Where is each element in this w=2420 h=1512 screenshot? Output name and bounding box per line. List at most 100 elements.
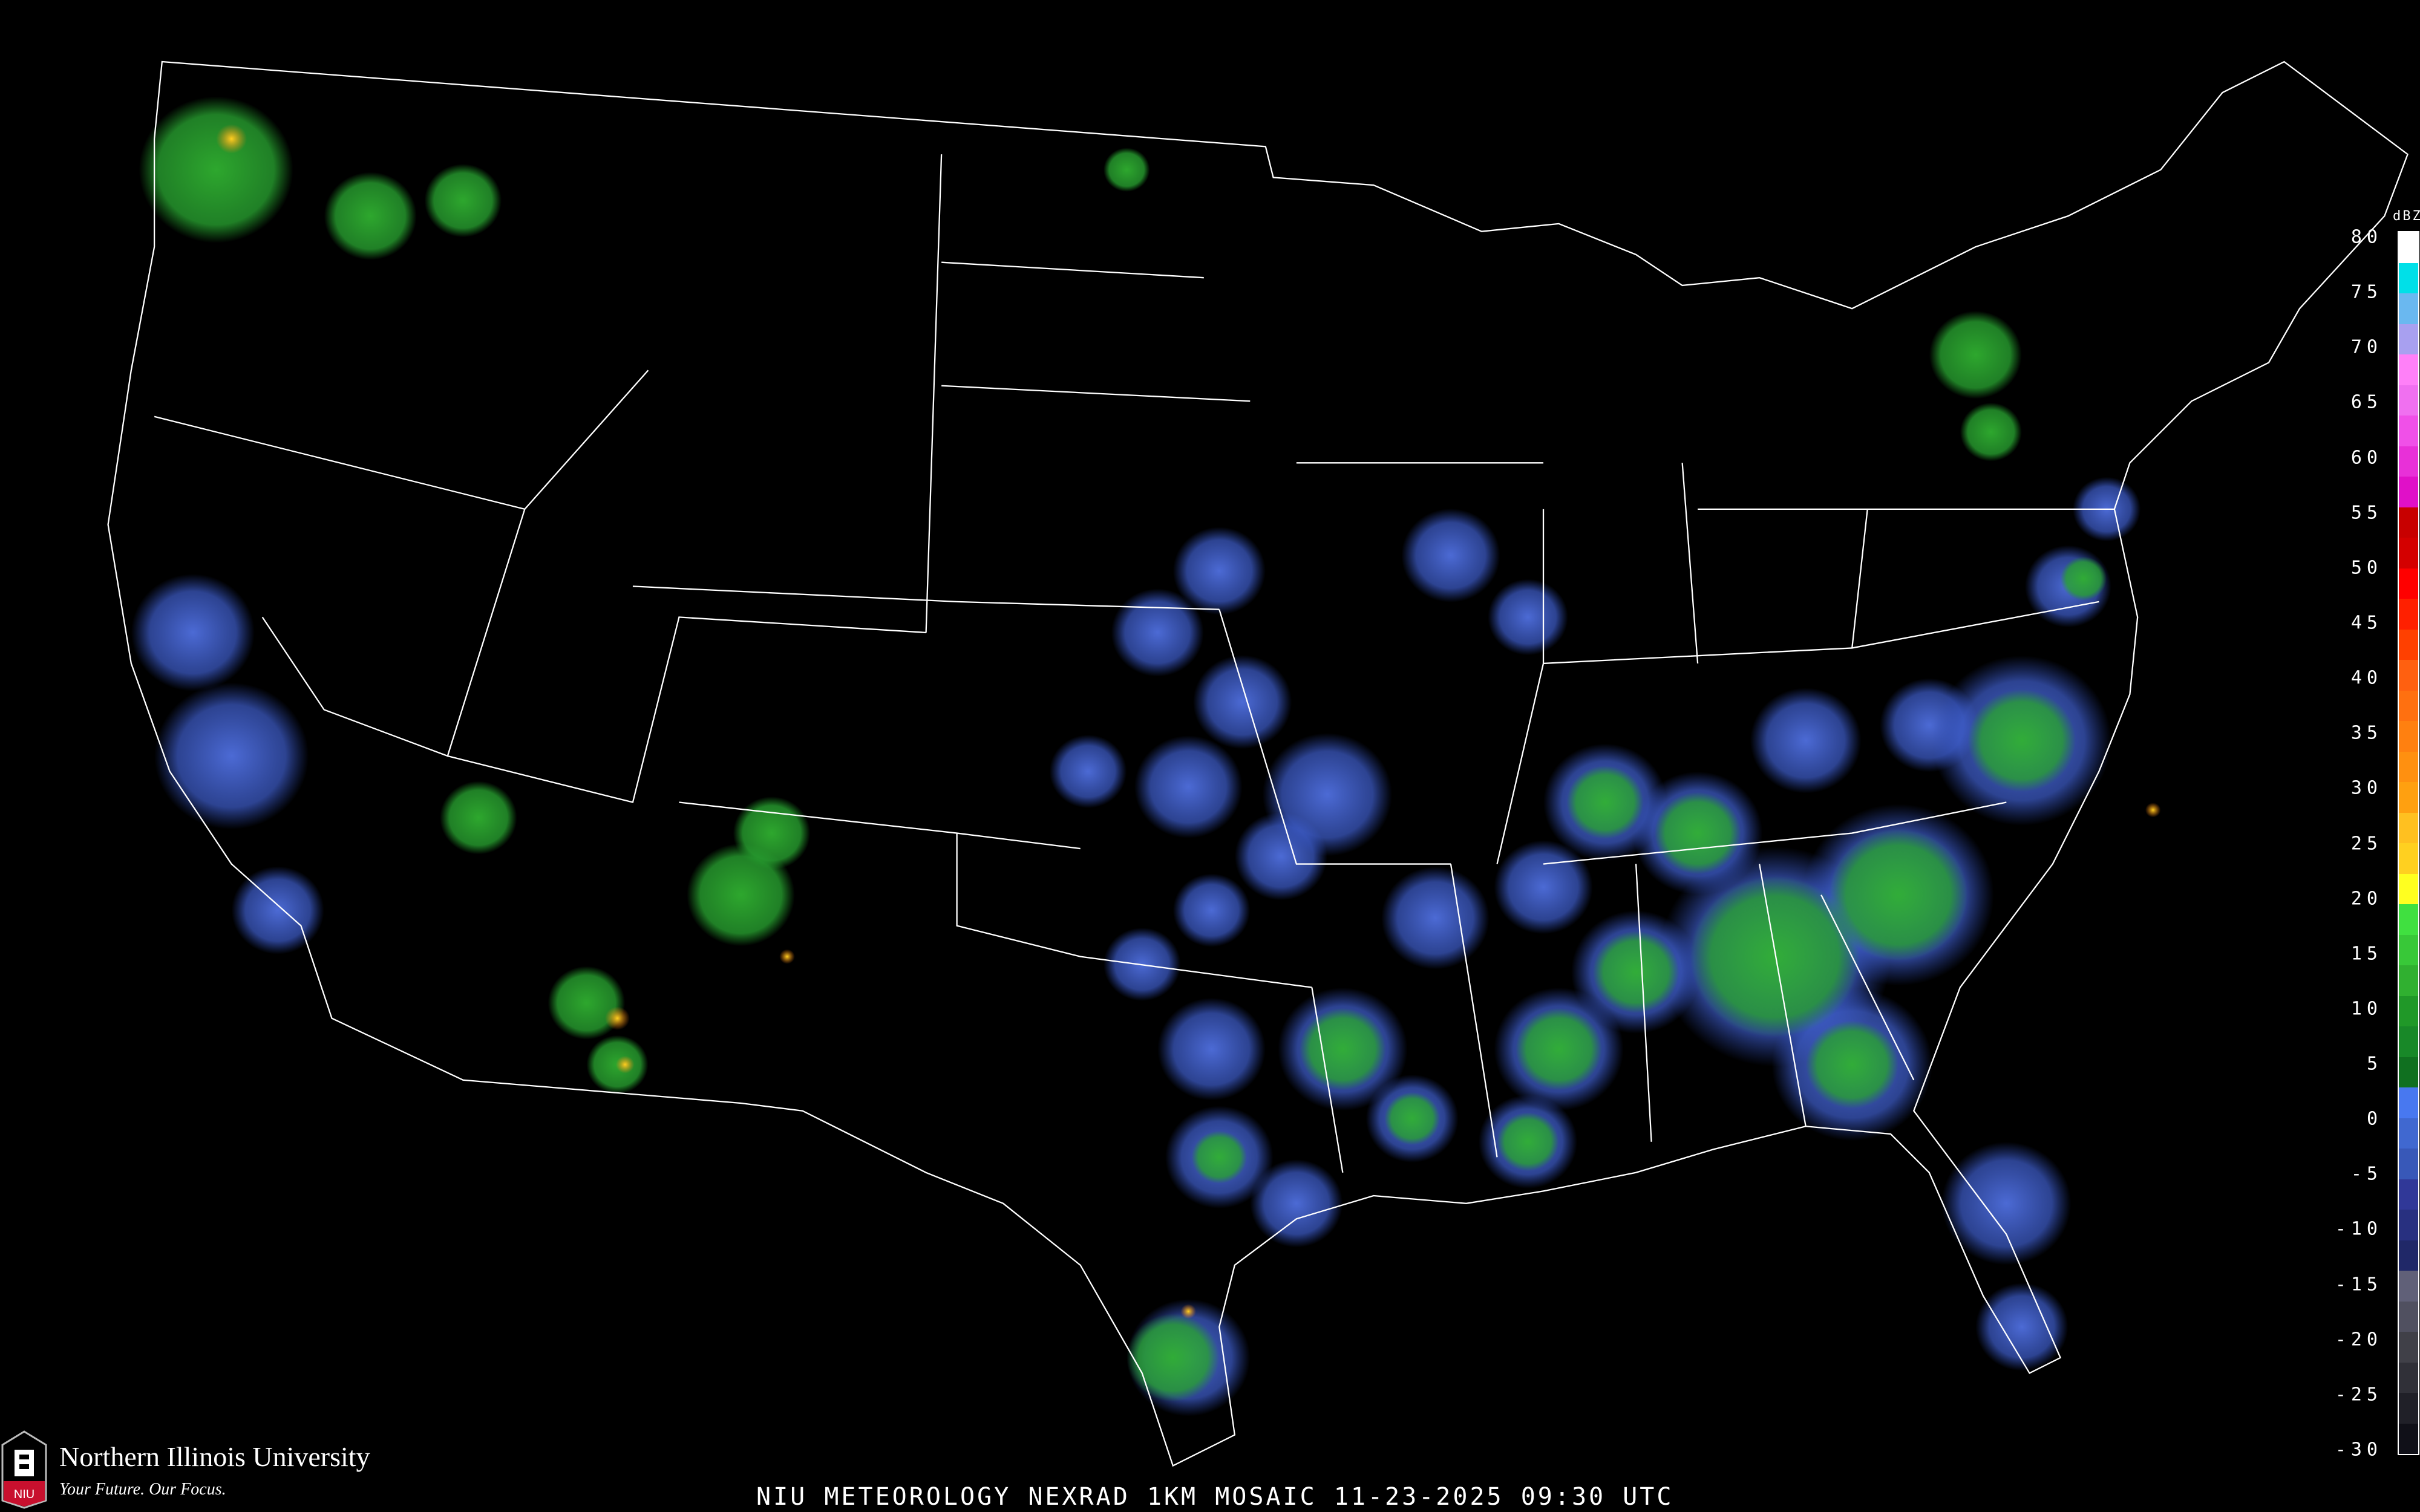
legend-swatch (2399, 965, 2418, 996)
legend-swatch (2399, 568, 2418, 599)
moderate-echo (1497, 1112, 1559, 1171)
heavy-echo (615, 1055, 635, 1074)
light-echo (131, 573, 255, 691)
light-echo (1111, 588, 1204, 677)
light-echo (1134, 735, 1243, 838)
legend-tick: -30 (2335, 1439, 2382, 1461)
moderate-echo (1592, 931, 1679, 1014)
legend-swatch (2399, 385, 2418, 415)
legend-swatch (2399, 1057, 2418, 1087)
state-lines (154, 154, 2114, 1173)
heavy-echo (2145, 803, 2161, 818)
heavy-echo (1180, 1304, 1197, 1319)
state-borders (107, 60, 2409, 1467)
light-echo (1401, 508, 1500, 602)
legend-tick: 75 (2350, 281, 2382, 303)
moderate-echo (324, 172, 417, 260)
legend-swatch (2399, 1271, 2418, 1302)
radar-echoes (131, 96, 2161, 1416)
legend-tick: -20 (2335, 1329, 2382, 1351)
moderate-echo (2060, 556, 2107, 601)
legend-tick: 5 (2366, 1053, 2382, 1075)
legend-swatch (2399, 262, 2418, 293)
legend-swatch (2399, 538, 2418, 569)
moderate-echo (1516, 1008, 1602, 1090)
legend-swatch (2399, 1210, 2418, 1240)
light-echo (1172, 527, 1266, 615)
moderate-echo (1654, 792, 1741, 875)
moderate-echo (1967, 689, 2076, 792)
moderate-echo (733, 796, 811, 870)
logo-mark: NIU (14, 1488, 34, 1501)
light-echo (1381, 867, 1490, 969)
dbz-legend: 80 75 70 65 60 55 50 45 40 35 30 25 20 15 10 5 0 -5 -10 -15… (2335, 224, 2420, 1461)
legend-swatch (2399, 1149, 2418, 1179)
moderate-echo (1566, 765, 1644, 839)
legend-swatch (2399, 1301, 2418, 1332)
light-echo (1494, 840, 1593, 934)
moderate-echo (1299, 1008, 1386, 1090)
legend-swatch (2399, 232, 2418, 263)
light-echo (1250, 1159, 1343, 1248)
light-echo (1488, 579, 1568, 656)
legend-tick: 80 (2350, 226, 2382, 248)
legend-tick: -10 (2335, 1218, 2382, 1240)
legend-tick: 30 (2350, 777, 2382, 799)
legend-swatch (2399, 1118, 2418, 1149)
niu-shield-icon: NIU (1, 1430, 47, 1509)
legend-swatch (2399, 812, 2418, 843)
legend-tick: 65 (2350, 391, 2382, 413)
legend-swatch (2399, 1332, 2418, 1363)
heavy-echo (605, 1006, 630, 1031)
legend-tick: 20 (2350, 888, 2382, 910)
light-echo (1172, 873, 1251, 947)
legend-swatch (2399, 843, 2418, 874)
moderate-echo (440, 781, 517, 855)
moderate-echo (1960, 402, 2022, 461)
moderate-echo (1805, 1020, 1898, 1109)
legend-swatch (2399, 1026, 2418, 1057)
legend-unit: dBZ (2393, 209, 2420, 224)
legend-swatch (2399, 1393, 2418, 1424)
legend-swatch (2399, 599, 2418, 630)
legend-swatch (2399, 354, 2418, 385)
legend-tick: 60 (2350, 447, 2382, 469)
legend-tick: 45 (2350, 612, 2382, 634)
light-echo (1975, 1283, 2068, 1371)
heavy-echo (779, 949, 795, 964)
moderate-echo (424, 164, 502, 238)
light-echo (1192, 655, 1292, 749)
legend-tick: 0 (2366, 1108, 2382, 1130)
legend-swatch (2399, 1362, 2418, 1393)
moderate-echo (1191, 1130, 1248, 1184)
light-echo (154, 682, 309, 830)
legend-tick: 35 (2350, 722, 2382, 744)
legend-swatch (2399, 721, 2418, 752)
legend-tick: 25 (2350, 833, 2382, 854)
light-echo (1262, 732, 1393, 856)
legend-swatch (2399, 996, 2418, 1026)
heavy-echo (216, 124, 247, 154)
legend-swatch (2399, 873, 2418, 904)
legend-tick: 50 (2350, 557, 2382, 579)
legend-swatch (2399, 660, 2418, 691)
moderate-echo (1384, 1092, 1441, 1145)
light-echo (1750, 688, 1862, 793)
legend-tick: -25 (2335, 1384, 2382, 1406)
moderate-echo (1929, 311, 2022, 399)
moderate-echo (1828, 829, 1968, 961)
legend-swatch (2399, 1240, 2418, 1271)
legend-tick: 55 (2350, 502, 2382, 524)
light-echo (1049, 734, 1127, 809)
legend-tick: 10 (2350, 998, 2382, 1020)
legend-tick: 40 (2350, 667, 2382, 689)
legend-swatch (2399, 1179, 2418, 1210)
light-echo (1157, 997, 1266, 1101)
legend-swatch (2399, 934, 2418, 965)
legend-swatch (2399, 324, 2418, 354)
light-echo (231, 866, 324, 954)
us-outline (107, 60, 2409, 1467)
legend-swatch (2399, 1087, 2418, 1118)
legend-swatch (2399, 629, 2418, 660)
